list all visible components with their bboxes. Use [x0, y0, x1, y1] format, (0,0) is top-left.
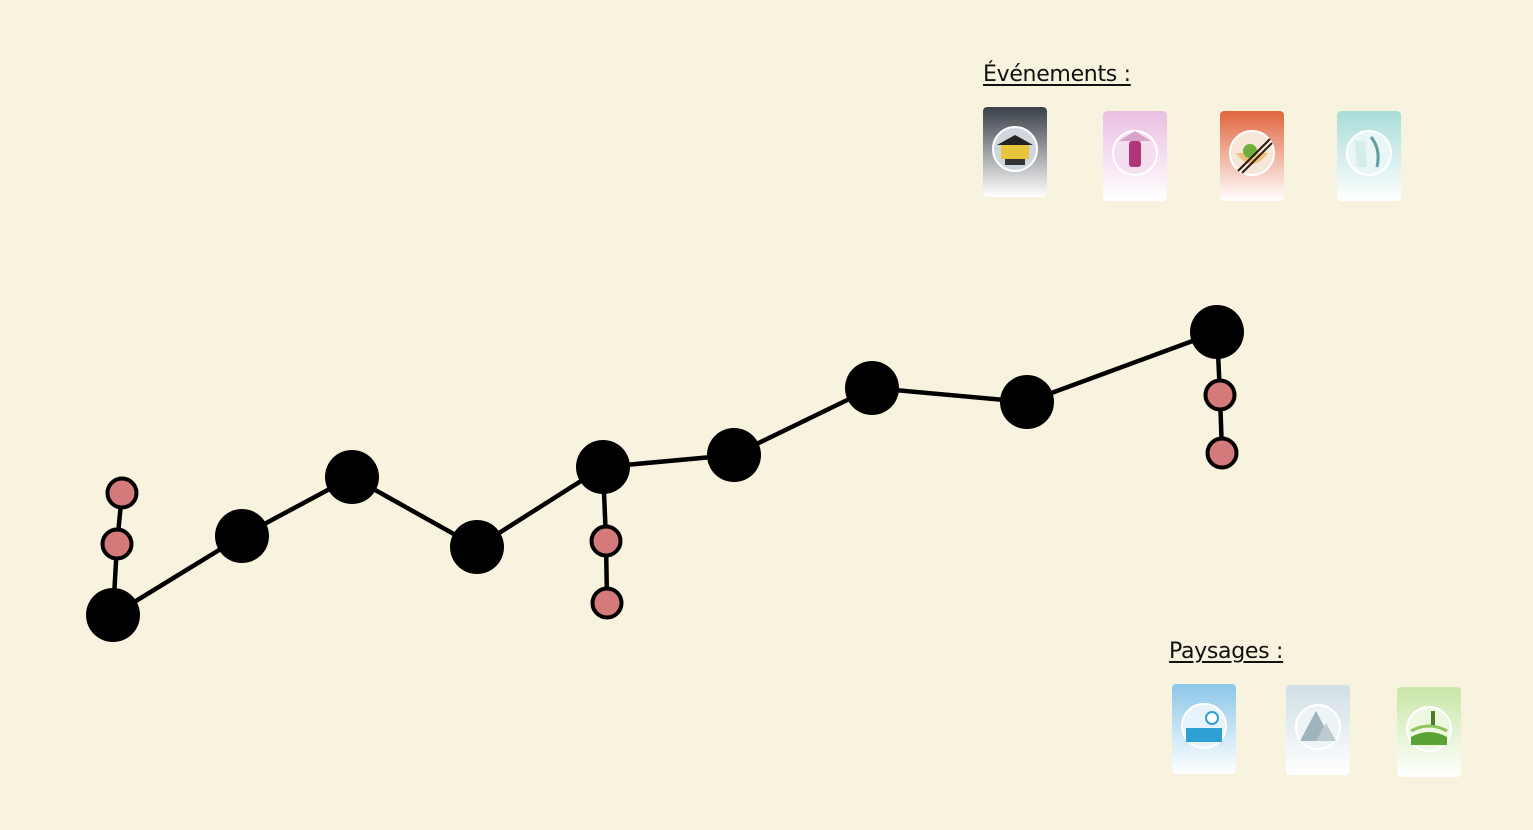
event-card-waterfall[interactable]	[1337, 111, 1401, 201]
main-stop	[215, 509, 269, 563]
side-stop	[1205, 436, 1239, 470]
main-stop	[845, 361, 899, 415]
landscape-card-rice-field[interactable]	[1397, 687, 1461, 777]
main-stop	[707, 428, 761, 482]
path-segment	[1024, 329, 1220, 405]
main-stop	[450, 520, 504, 574]
mountain-landscape-card-icon	[1286, 685, 1350, 775]
main-stop	[1190, 305, 1244, 359]
main-stops	[86, 305, 1244, 642]
landscapes-title: Paysages :	[1169, 639, 1284, 664]
side-stop	[105, 476, 139, 510]
main-stop	[86, 588, 140, 642]
event-card-traveler[interactable]	[1103, 111, 1167, 201]
rice-field-landscape-card-icon	[1397, 687, 1461, 777]
side-stops	[100, 378, 1239, 620]
main-stop	[576, 440, 630, 494]
path-lines	[110, 329, 1225, 618]
waterfall-event-card-icon	[1337, 111, 1401, 201]
temple-event-card-icon	[983, 107, 1047, 197]
main-stop	[325, 450, 379, 504]
side-stop	[100, 527, 134, 561]
event-card-temple[interactable]	[983, 107, 1047, 197]
traveler-event-card-icon	[1103, 111, 1167, 201]
event-card-noodle-bowl[interactable]	[1220, 111, 1284, 201]
landscape-card-sea[interactable]	[1172, 684, 1236, 774]
events-title: Événements :	[983, 62, 1131, 87]
side-stop	[589, 524, 623, 558]
side-stop	[1203, 378, 1237, 412]
side-stop	[590, 586, 624, 620]
sea-landscape-card-icon	[1172, 684, 1236, 774]
main-stop	[1000, 375, 1054, 429]
noodle-bowl-event-card-icon	[1220, 111, 1284, 201]
landscape-card-mountain[interactable]	[1286, 685, 1350, 775]
